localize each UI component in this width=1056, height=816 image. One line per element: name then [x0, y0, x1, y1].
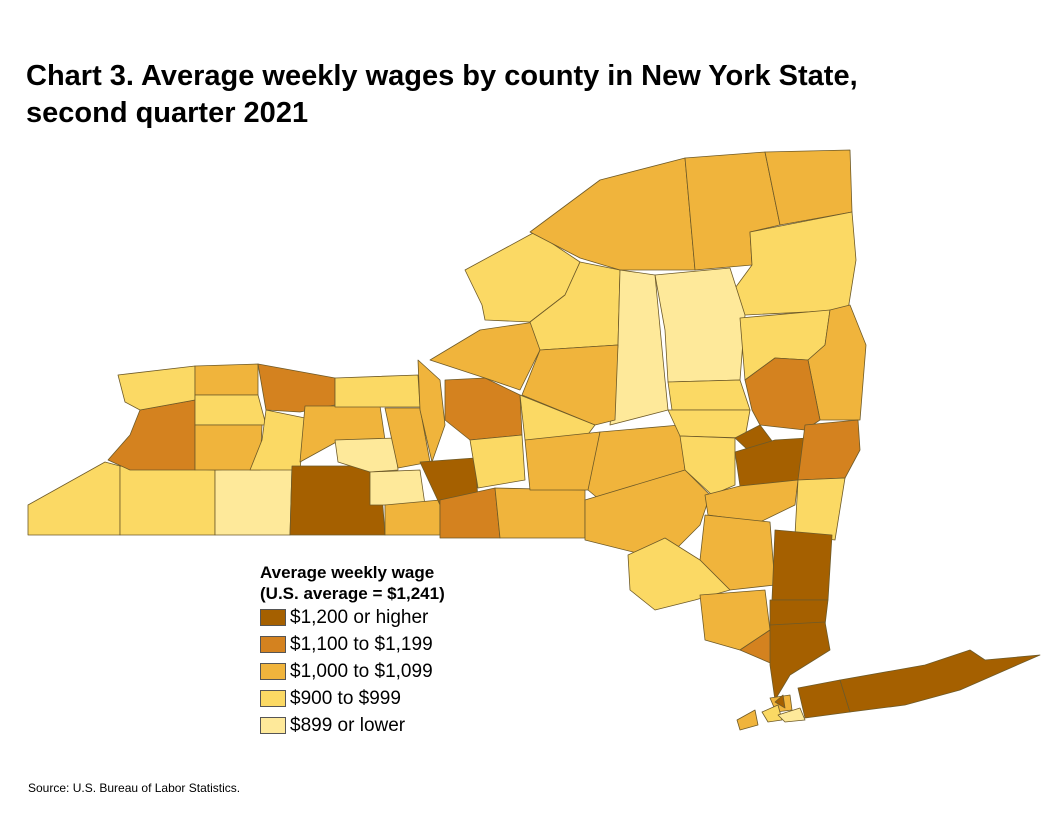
county-livingston	[249, 409, 306, 471]
legend-title: Average weekly wage (U.S. average = $1,2…	[260, 562, 560, 604]
county-montgomery	[667, 409, 751, 439]
county-rensselaer	[797, 419, 861, 481]
legend-title-line-2: (U.S. average = $1,241)	[260, 584, 445, 603]
county-suffolk	[839, 649, 1041, 713]
county-fulton	[667, 379, 751, 411]
legend-swatch	[260, 663, 286, 680]
county-richmond	[736, 709, 759, 731]
county-orleans	[194, 363, 259, 396]
source-note: Source: U.S. Bureau of Labor Statistics.	[28, 781, 241, 795]
county-yates	[334, 437, 399, 473]
county-cortland	[469, 434, 526, 489]
county-new-york	[774, 694, 786, 709]
county-queens	[777, 707, 806, 723]
map-legend: Average weekly wage (U.S. average = $1,2…	[260, 562, 560, 739]
legend-swatch	[260, 690, 286, 707]
legend-label: $1,200 or higher	[290, 606, 429, 628]
chart-title-line-2: second quarter 2021	[26, 97, 309, 129]
county-wayne	[334, 374, 421, 408]
county-chenango	[524, 431, 601, 491]
county-chemung	[384, 499, 441, 536]
county-genesee	[194, 394, 267, 426]
county-ulster	[699, 514, 776, 591]
county-allegany	[214, 465, 293, 536]
county-erie	[107, 399, 196, 471]
legend-label: $900 to $999	[290, 687, 401, 709]
legend-item-1000-to-1099: $1,000 to $1,099	[260, 658, 560, 685]
county-schuyler	[369, 469, 426, 506]
legend-item-899-or-lower: $899 or lower	[260, 712, 560, 739]
county-onondaga	[444, 377, 523, 441]
county-monroe	[257, 363, 336, 413]
legend-item-1200-or-higher: $1,200 or higher	[260, 604, 560, 631]
county-clinton	[764, 149, 853, 226]
legend-swatch	[260, 609, 286, 626]
county-niagara	[117, 365, 196, 411]
county-oneida	[521, 344, 619, 426]
chart-title-line-1: Chart 3. Average weekly wages by county …	[26, 60, 858, 92]
county-broome	[494, 487, 586, 539]
county-cayuga	[417, 359, 446, 463]
county-kings	[761, 704, 783, 723]
chart-title: Chart 3. Average weekly wages by county …	[26, 58, 1026, 132]
legend-label: $1,000 to $1,099	[290, 660, 433, 682]
county-dutchess	[771, 529, 833, 601]
county-westchester	[769, 621, 831, 701]
county-putnam	[769, 599, 829, 626]
county-wyoming	[194, 424, 263, 471]
county-hamilton	[654, 267, 746, 383]
legend-item-900-to-999: $900 to $999	[260, 685, 560, 712]
legend-swatch	[260, 636, 286, 653]
county-washington	[807, 304, 867, 421]
legend-item-1100-to-1199: $1,100 to $1,199	[260, 631, 560, 658]
county-chautauqua	[27, 461, 121, 536]
legend-title-line-1: Average weekly wage	[260, 563, 435, 582]
county-columbia	[794, 477, 846, 541]
county-cattaraugus	[119, 465, 216, 536]
legend-label: $899 or lower	[290, 714, 406, 736]
legend-label: $1,100 to $1,199	[290, 633, 433, 655]
county-essex	[729, 211, 857, 316]
legend-swatch	[260, 717, 286, 734]
